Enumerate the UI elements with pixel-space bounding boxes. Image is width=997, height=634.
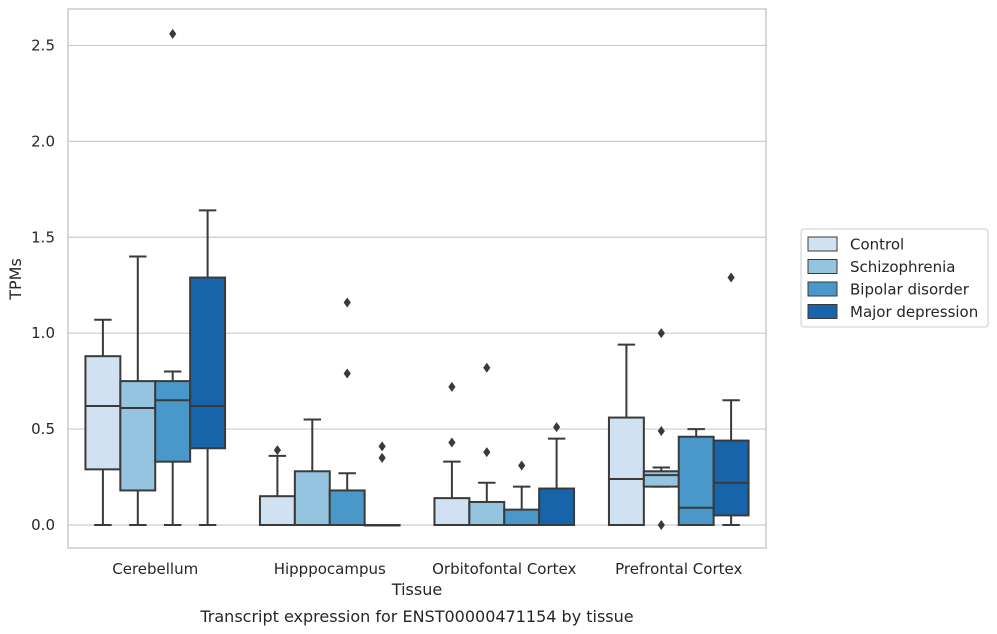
legend: Control Schizophrenia Bipolar disorder Majo… (800, 228, 989, 328)
outlier-point (657, 519, 665, 530)
y-tick-label: 0.0 (31, 516, 55, 534)
x-axis-label: Tissue (391, 580, 442, 599)
y-axis-label: TPMs (6, 258, 25, 301)
x-tick-label: Orbitofontal Cortex (432, 560, 576, 578)
outlier-point (657, 328, 665, 339)
box-plot (293, 418, 331, 526)
x-tick-label: Cerebellum (112, 560, 198, 578)
outlier-point (378, 441, 386, 452)
outlier-point (483, 447, 491, 458)
box-plot (607, 343, 645, 526)
box-plot (677, 428, 715, 526)
box-plot (189, 209, 227, 526)
outlier-point (657, 425, 665, 436)
box (503, 508, 541, 526)
box (293, 470, 331, 526)
x-axis-ticks: Cerebellum Hipppocampus Orbitofontal Corte… (112, 560, 742, 578)
plot-frame (67, 8, 767, 549)
legend-label: Schizophrenia (850, 258, 955, 276)
outlier-point (273, 445, 281, 456)
box-plot (119, 255, 157, 526)
outlier-point (343, 368, 351, 379)
box-plot (538, 422, 576, 526)
box (468, 500, 506, 526)
outlier-point (518, 460, 526, 471)
box (328, 489, 366, 526)
outlier-point (448, 381, 456, 392)
box (258, 495, 296, 526)
y-tick-label: 1.0 (31, 324, 55, 342)
legend-swatch (807, 281, 838, 297)
figure-caption: Transcript expression for ENST0000047115… (199, 607, 633, 626)
y-tick-label: 2.5 (31, 36, 55, 54)
legend-swatch (807, 304, 838, 319)
y-tick-label: 1.5 (31, 228, 55, 246)
box (677, 435, 715, 526)
box (642, 470, 680, 488)
box-plot (84, 318, 122, 526)
y-tick-label: 2.0 (31, 132, 55, 150)
outlier-point (169, 28, 177, 39)
box-plot (154, 28, 192, 526)
box (84, 355, 122, 471)
legend-swatch (807, 236, 838, 252)
legend-swatch (807, 259, 838, 274)
box-plot (328, 297, 366, 526)
outlier-point (448, 437, 456, 448)
box-plot (433, 381, 471, 526)
series-control (84, 318, 645, 526)
box (433, 497, 471, 526)
box (154, 380, 192, 463)
box (538, 487, 576, 526)
outlier-point (483, 362, 491, 373)
box (119, 380, 157, 492)
x-tick-label: Prefrontal Cortex (615, 560, 742, 578)
series-bipolar-disorder (154, 28, 715, 526)
box-plot (503, 460, 541, 526)
outlier-point (378, 452, 386, 463)
outlier-point (553, 422, 561, 433)
box (712, 439, 750, 517)
series-major-depression (189, 209, 750, 527)
outlier-point (727, 272, 735, 283)
y-tick-label: 0.5 (31, 420, 55, 438)
outlier-point (343, 297, 351, 308)
box-plot (712, 272, 750, 526)
y-axis-ticks: 0.0 0.5 1.0 1.5 2.0 2.5 (31, 36, 55, 534)
box (189, 276, 227, 450)
legend-label: Major depression (850, 303, 978, 321)
legend-label: Bipolar disorder (850, 281, 970, 299)
box (607, 416, 645, 526)
box-plot (258, 445, 296, 526)
box-groups (84, 28, 750, 530)
legend-label: Control (850, 236, 904, 254)
x-tick-label: Hipppocampus (274, 560, 386, 578)
box-plot (468, 362, 506, 526)
box-plot (363, 441, 401, 527)
legend-frame (800, 228, 989, 328)
